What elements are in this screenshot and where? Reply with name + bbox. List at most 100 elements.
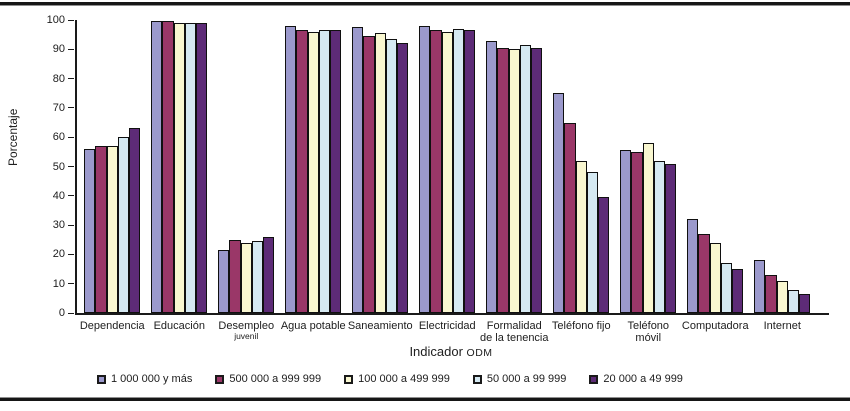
bar — [564, 122, 576, 313]
bar — [296, 30, 308, 313]
x-category-label: Electricidad — [399, 320, 495, 332]
y-axis-tick — [68, 312, 74, 314]
bar-group — [620, 20, 677, 313]
legend-swatch — [344, 374, 354, 384]
x-category-label-line: Agua potable — [280, 320, 346, 332]
x-category-label: Internet — [734, 320, 830, 332]
x-category-label-line: Teléfono — [627, 320, 670, 332]
x-axis-title-acronym: ODM — [466, 347, 493, 359]
bar — [586, 172, 599, 313]
bottom-rule — [0, 397, 850, 401]
x-category-label: Dependencia — [64, 320, 160, 332]
bar-group — [754, 20, 811, 313]
bar — [519, 44, 532, 313]
bar-group — [285, 20, 342, 313]
y-axis-tick-label: 40 — [52, 189, 65, 202]
legend-label: 20 000 a 49 999 — [603, 373, 683, 385]
x-category-label: Computadora — [667, 320, 763, 332]
bar-group — [151, 20, 208, 313]
bar — [196, 22, 208, 313]
x-axis-title: Indicador ODM — [75, 344, 827, 359]
bar — [117, 137, 130, 313]
bar — [720, 263, 733, 313]
bar — [665, 163, 677, 313]
y-axis-tick-label: 10 — [52, 277, 65, 290]
bar — [754, 260, 766, 313]
plot-area: 0 10 20 30 40 50 60 70 80 90 100 Dependencia Educaci… — [47, 14, 829, 344]
y-axis-tick-label: 100 — [46, 14, 65, 26]
x-category-label: Desempleo juvenil — [198, 320, 294, 341]
bar — [330, 30, 342, 313]
bar — [598, 197, 610, 313]
legend-swatch — [472, 374, 482, 384]
legend-item: 500 000 a 999 999 — [215, 373, 321, 385]
bar — [464, 30, 476, 313]
y-axis-tick — [68, 253, 74, 255]
bar-group — [553, 20, 610, 313]
bar — [285, 25, 297, 313]
x-category-label: Saneamiento — [332, 320, 428, 332]
x-category-label-line: móvil — [635, 332, 662, 344]
x-category-label-line: Formalidad — [486, 320, 542, 332]
y-axis-tick — [68, 166, 74, 167]
bar — [575, 160, 587, 313]
bar — [374, 33, 386, 313]
bar — [687, 219, 699, 313]
legend-swatch — [97, 374, 106, 384]
legend-swatch — [215, 374, 225, 384]
bar-group — [218, 20, 275, 313]
bar — [251, 241, 264, 313]
bar — [173, 22, 185, 313]
legend-label: 500 000 a 999 999 — [229, 373, 322, 385]
x-category-label-line: Dependencia — [79, 320, 145, 332]
bar — [642, 143, 654, 313]
legend-item: 100 000 a 499 999 — [344, 373, 450, 385]
x-category-label: Educación — [131, 320, 227, 332]
x-category-label-line: de la tenencia — [480, 332, 549, 344]
x-category-label: Agua potable — [265, 320, 361, 332]
legend-label: 50 000 a 99 999 — [486, 373, 567, 385]
bar — [553, 93, 565, 313]
top-rule — [0, 2, 850, 6]
legend-item: 1 000 000 y más — [97, 373, 192, 385]
x-category-label-line: Saneamiento — [347, 320, 413, 332]
bar-group — [84, 20, 141, 313]
y-axis-tick — [68, 136, 74, 138]
x-category-label-line: Teléfono fijo — [551, 320, 611, 332]
y-axis-tick-label: 0 — [58, 307, 65, 319]
bar — [732, 269, 744, 313]
bar — [776, 280, 788, 313]
legend: 1 000 000 y más 500 000 a 999 999 100 000 … — [97, 373, 683, 385]
y-axis-tick-label: 80 — [52, 72, 65, 85]
y-axis-tick — [68, 48, 74, 50]
y-axis-tick-label: 30 — [52, 219, 65, 232]
bar — [240, 242, 252, 313]
y-axis-tick — [68, 19, 74, 21]
x-category-label: Teléfono móvil — [600, 320, 696, 344]
y-axis-tick-label: 60 — [52, 131, 65, 144]
x-category-label-line: Electricidad — [418, 320, 476, 332]
x-category-label-line: Desempleo — [218, 320, 275, 332]
bar — [799, 293, 811, 313]
bar-group — [486, 20, 543, 313]
legend-swatch — [589, 374, 599, 384]
bar — [452, 28, 465, 313]
bar — [385, 39, 398, 313]
x-category-label-line: juvenil — [234, 331, 259, 341]
bar — [263, 236, 275, 313]
bar — [307, 31, 319, 313]
bar — [95, 146, 107, 313]
bar — [363, 36, 375, 313]
bar — [508, 49, 520, 313]
bar-group — [419, 20, 476, 313]
y-axis-tick — [68, 78, 74, 80]
bar — [397, 43, 409, 313]
bar — [318, 30, 331, 313]
bar — [486, 40, 498, 313]
bar — [441, 31, 453, 313]
bar — [129, 128, 141, 313]
bar — [531, 47, 543, 313]
legend-item: 20 000 a 49 999 — [589, 373, 683, 385]
bar — [620, 150, 632, 313]
